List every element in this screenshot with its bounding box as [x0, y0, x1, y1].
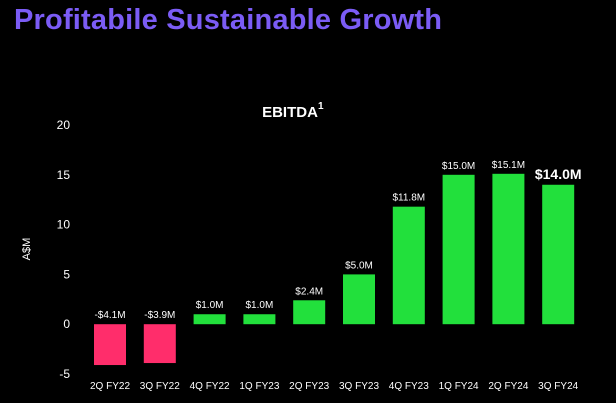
- data-label: $15.0M: [442, 161, 475, 172]
- bar: [442, 174, 475, 325]
- y-tick-label: 20: [57, 118, 71, 132]
- data-label: $5.0M: [345, 260, 373, 271]
- x-tick-label: 1Q FY23: [239, 381, 279, 392]
- data-label: $1.0M: [246, 300, 274, 311]
- x-tick-label: 1Q FY24: [439, 381, 479, 392]
- y-tick-label: 10: [57, 218, 71, 232]
- y-tick-label: 15: [57, 168, 71, 182]
- bar: [492, 173, 525, 325]
- bars: [94, 173, 575, 366]
- x-axis-ticks: 2Q FY22 3Q FY22 4Q FY22 1Q FY23 2Q FY23 3Q FY…: [90, 381, 579, 392]
- chart-title: EBITDA: [262, 104, 318, 121]
- y-tick-label: 0: [63, 317, 70, 331]
- bar: [193, 314, 226, 325]
- data-label: $11.8M: [392, 193, 425, 204]
- x-tick-label: 2Q FY23: [289, 381, 329, 392]
- y-axis-label: A$M: [21, 238, 33, 261]
- x-tick-label: 3Q FY24: [538, 381, 578, 392]
- x-tick-label: 4Q FY22: [190, 381, 230, 392]
- y-tick-label: 5: [63, 267, 70, 281]
- data-label: $14.0M: [535, 166, 582, 182]
- x-tick-label: 4Q FY23: [389, 381, 429, 392]
- x-tick-label: 3Q FY22: [140, 381, 180, 392]
- bar: [343, 274, 375, 325]
- page-title: Profitabile Sustainable Growth: [14, 4, 443, 36]
- bar: [392, 206, 425, 325]
- chart-title-superscript: 1: [318, 101, 324, 112]
- bar: [542, 184, 575, 325]
- data-label: $1.0M: [196, 300, 224, 311]
- data-labels: -$4.1M -$3.9M $1.0M $1.0M $2.4M $5.0M $11.8M $1…: [94, 160, 581, 321]
- x-tick-label: 2Q FY22: [90, 381, 130, 392]
- bar: [94, 324, 126, 366]
- x-tick-label: 3Q FY23: [339, 381, 379, 392]
- bar: [243, 314, 276, 325]
- y-axis-ticks: -5 0 5 10 15 20: [57, 118, 71, 381]
- data-label: $15.1M: [492, 160, 525, 171]
- data-label: -$4.1M: [94, 310, 125, 321]
- data-label: $2.4M: [295, 286, 323, 297]
- bar: [143, 324, 176, 364]
- y-tick-label: -5: [59, 367, 70, 381]
- bar: [293, 300, 326, 325]
- x-tick-label: 2Q FY24: [488, 381, 528, 392]
- data-label: -$3.9M: [144, 310, 175, 321]
